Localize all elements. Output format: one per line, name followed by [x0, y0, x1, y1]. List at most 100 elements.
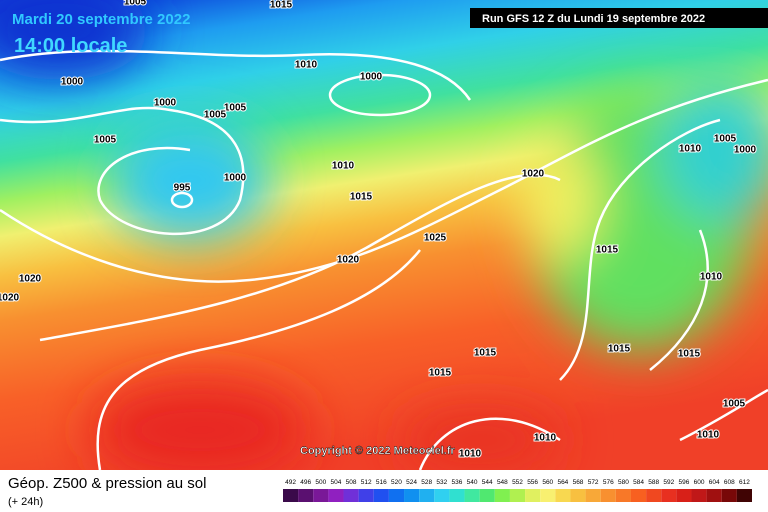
scale-label: 524 [406, 479, 417, 486]
scale-swatch [525, 489, 541, 502]
scale-swatch [283, 489, 299, 502]
legend-title: Géop. Z500 & pression au sol [8, 475, 206, 492]
scale-swatch [449, 489, 465, 502]
isobars [0, 49, 768, 471]
scale-swatch [661, 489, 677, 502]
scale-label: 600 [694, 479, 705, 486]
isobar-label: 1000 [61, 77, 84, 88]
scale-label: 504 [331, 479, 342, 486]
scale-swatch [676, 489, 692, 502]
scale-swatch [464, 489, 480, 502]
isobar-label: 1010 [332, 161, 355, 172]
scale-swatch [555, 489, 571, 502]
isobar-label: 1015 [429, 368, 452, 379]
scale-label: 592 [663, 479, 674, 486]
isobar-label: 1020 [522, 169, 545, 180]
isobar-label: 1020 [337, 255, 360, 266]
color-scale: 492 496 500 504 508 512 516 520 524 528 532 536 540 5… [283, 479, 752, 502]
date: Mardi 20 septembre 2022 [12, 11, 190, 28]
isobar-label: 1020 [19, 274, 42, 285]
scale-label: 508 [346, 479, 357, 486]
scale-swatch [721, 489, 737, 502]
scale-label: 500 [315, 479, 326, 486]
isobar-label: 1010 [534, 433, 557, 444]
scale-label: 552 [512, 479, 523, 486]
scale-swatch [706, 489, 722, 502]
scale-swatch [646, 489, 662, 502]
isobar-label: 1005 [224, 103, 247, 114]
scale-swatch [479, 489, 495, 502]
scale-swatch [691, 489, 707, 502]
scale-label: 604 [709, 479, 720, 486]
scale-label: 568 [573, 479, 584, 486]
scale-label: 608 [724, 479, 735, 486]
scale-swatch [585, 489, 601, 502]
scale-swatch [600, 489, 616, 502]
scale-label: 580 [618, 479, 629, 486]
isobar-label: 1010 [700, 272, 723, 283]
scale-swatch [494, 489, 510, 502]
scale-label: 596 [678, 479, 689, 486]
run-box [470, 8, 768, 28]
scale-label: 576 [603, 479, 614, 486]
scale-label: 512 [361, 479, 372, 486]
scale-label: 540 [467, 479, 478, 486]
isobar-label: 1005 [714, 134, 737, 145]
scale-label: 612 [739, 479, 750, 486]
scale-label: 548 [497, 479, 508, 486]
scale-swatch [373, 489, 389, 502]
scale-swatch [615, 489, 631, 502]
scale-swatch [388, 489, 405, 502]
isobar-label: 1010 [295, 60, 318, 71]
scale-label: 564 [557, 479, 568, 486]
scale-swatch [298, 489, 314, 502]
isobar-label: 1005 [124, 0, 147, 8]
scale-label: 556 [527, 479, 538, 486]
isobar-label: 1005 [204, 110, 227, 121]
scale-swatch [570, 489, 586, 502]
time: 14:00 locale [14, 35, 127, 57]
isobar-label: 1025 [424, 233, 447, 244]
copyright: Copyright © 2022 Meteociel.fr [300, 445, 456, 457]
isobar-label: 1020 [0, 293, 20, 304]
scale-label: 544 [482, 479, 493, 486]
isobar-label: 1005 [94, 135, 117, 146]
scale-swatch [434, 489, 450, 502]
isobar-label: 1005 [723, 399, 746, 410]
isobar-label: 1000 [224, 173, 247, 184]
isobar-label: 1015 [678, 349, 701, 360]
isobar-label: 1010 [459, 449, 482, 460]
scale-swatch [736, 489, 752, 502]
scale-swatch [630, 489, 647, 502]
scale-label: 496 [300, 479, 311, 486]
scale-swatch [343, 489, 359, 502]
isobar-label: 1010 [679, 144, 702, 155]
scale-swatch [313, 489, 329, 502]
scale-label: 520 [391, 479, 402, 486]
isobar-label: 1000 [360, 72, 383, 83]
legend-subtitle: (+ 24h) [8, 496, 43, 508]
isobar-label: 995 [174, 183, 191, 194]
scale-swatch [509, 489, 526, 502]
isobar-label: 1015 [596, 245, 619, 256]
scale-label: 528 [421, 479, 432, 486]
scale-label: 492 [285, 479, 296, 486]
scale-swatch [328, 489, 344, 502]
scale-label: 588 [648, 479, 659, 486]
scale-label: 516 [376, 479, 387, 486]
scale-swatch [419, 489, 435, 502]
isobar-label: 1010 [697, 430, 720, 441]
scale-label: 560 [542, 479, 553, 486]
isobar-label: 1000 [154, 98, 177, 109]
isobar-label: 1015 [350, 192, 373, 203]
isobar-label: 1000 [734, 145, 757, 156]
isobar-label: 1015 [608, 344, 631, 355]
scale-swatch [540, 489, 556, 502]
scale-swatch [358, 489, 374, 502]
scale-label: 536 [452, 479, 463, 486]
scale-label: 532 [436, 479, 447, 486]
scale-swatch [404, 489, 420, 502]
